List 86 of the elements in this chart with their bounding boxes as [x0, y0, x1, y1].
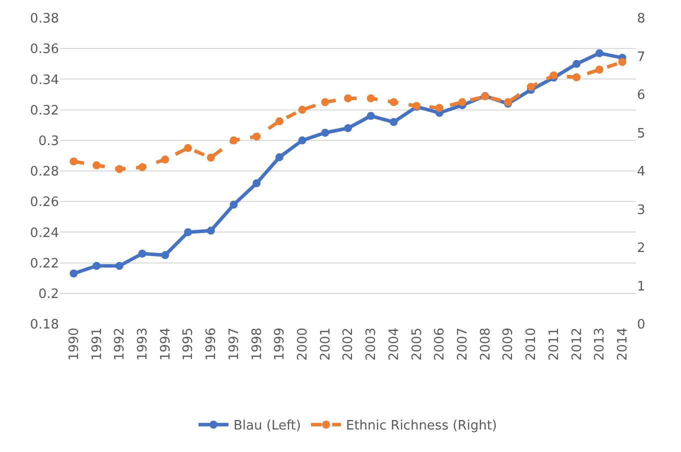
point — [138, 250, 146, 258]
point — [344, 94, 352, 102]
point — [92, 262, 101, 270]
point — [206, 226, 215, 235]
point — [366, 94, 375, 102]
x-tick-label: 2013 — [592, 328, 608, 361]
x-tick-label: 1993 — [136, 328, 151, 361]
point — [230, 136, 238, 144]
y-tick-label: 0.24 — [30, 226, 59, 241]
point — [70, 157, 78, 166]
point — [321, 98, 330, 106]
legend-label: Blau (Left) — [234, 418, 301, 434]
x-tick-label: 2004 — [386, 328, 402, 361]
y-tick-label: 0.22 — [30, 256, 59, 272]
y2-tick-label: 1 — [637, 279, 646, 294]
y2-tick-label: 3 — [637, 202, 646, 218]
x-tick-label: 2008 — [478, 328, 494, 361]
point — [526, 82, 535, 91]
x-tick-label: 2001 — [318, 328, 334, 361]
x-tick-label: 1990 — [66, 328, 82, 361]
point — [550, 71, 558, 80]
y2-tick-label: 0 — [637, 318, 646, 333]
point — [184, 144, 192, 152]
point — [161, 251, 170, 260]
point — [275, 153, 284, 162]
x-tick-label: 2000 — [296, 328, 311, 361]
point — [184, 228, 192, 236]
point — [390, 98, 398, 106]
point — [252, 132, 261, 141]
x-tick-label: 2011 — [546, 328, 562, 361]
x-tick-label: 2012 — [570, 328, 585, 361]
point — [595, 66, 604, 74]
point — [458, 98, 466, 106]
point — [595, 49, 604, 58]
y2-tick-label: 2 — [637, 241, 646, 256]
x-tick-label: 1997 — [226, 328, 242, 361]
point — [298, 106, 306, 114]
point — [366, 112, 375, 120]
x-tick-label: 1998 — [250, 328, 265, 361]
x-tick-label: 1995 — [181, 328, 196, 361]
point — [390, 118, 398, 126]
y-tick-label: 0.36 — [30, 42, 59, 58]
x-tick-label: 1994 — [158, 328, 174, 361]
x-tick-label: 1996 — [204, 328, 220, 361]
x-tick-label: 2006 — [432, 328, 448, 361]
point — [344, 124, 352, 132]
y2-tick-label: 7 — [637, 50, 646, 65]
y-tick-label: 0.26 — [30, 195, 59, 210]
y-tick-label: 0.32 — [30, 103, 59, 118]
point — [92, 161, 101, 170]
point — [70, 270, 78, 278]
point — [298, 136, 306, 144]
point — [572, 60, 581, 68]
x-tick-label: 2010 — [524, 328, 540, 361]
legend-label: Ethnic Richness (Right) — [346, 418, 497, 434]
x-tick-label: 2009 — [501, 328, 516, 361]
point — [435, 104, 444, 112]
x-tick-label: 2002 — [341, 328, 356, 361]
y-tick-label: 0.2 — [38, 286, 59, 302]
point — [115, 165, 124, 174]
point — [115, 262, 124, 270]
point — [161, 156, 170, 164]
x-tick-label: 1991 — [90, 328, 105, 361]
y-tick-label: 0.3 — [38, 134, 59, 149]
y-tick-label: 0.28 — [30, 164, 59, 180]
point — [206, 154, 215, 162]
y2-tick-label: 4 — [637, 164, 646, 180]
point — [572, 73, 581, 82]
point — [321, 128, 330, 137]
x-tick-label: 1999 — [272, 328, 288, 361]
x-tick-label: 2007 — [456, 328, 471, 361]
y-tick-label: 0.38 — [30, 12, 59, 27]
y2-tick-label: 6 — [637, 88, 646, 104]
point — [252, 179, 261, 188]
x-tick-label: 2014 — [616, 328, 631, 361]
x-tick-label: 2003 — [364, 328, 380, 361]
point — [230, 200, 238, 209]
y2-tick-label: 8 — [637, 12, 646, 27]
point — [138, 163, 146, 172]
y2-tick-label: 5 — [637, 126, 646, 142]
y-tick-label: 0.18 — [30, 318, 59, 333]
point — [618, 58, 626, 66]
y-tick-label: 0.34 — [30, 72, 59, 88]
point — [275, 117, 284, 126]
x-tick-label: 2005 — [410, 328, 425, 361]
x-tick-label: 1992 — [112, 328, 128, 361]
